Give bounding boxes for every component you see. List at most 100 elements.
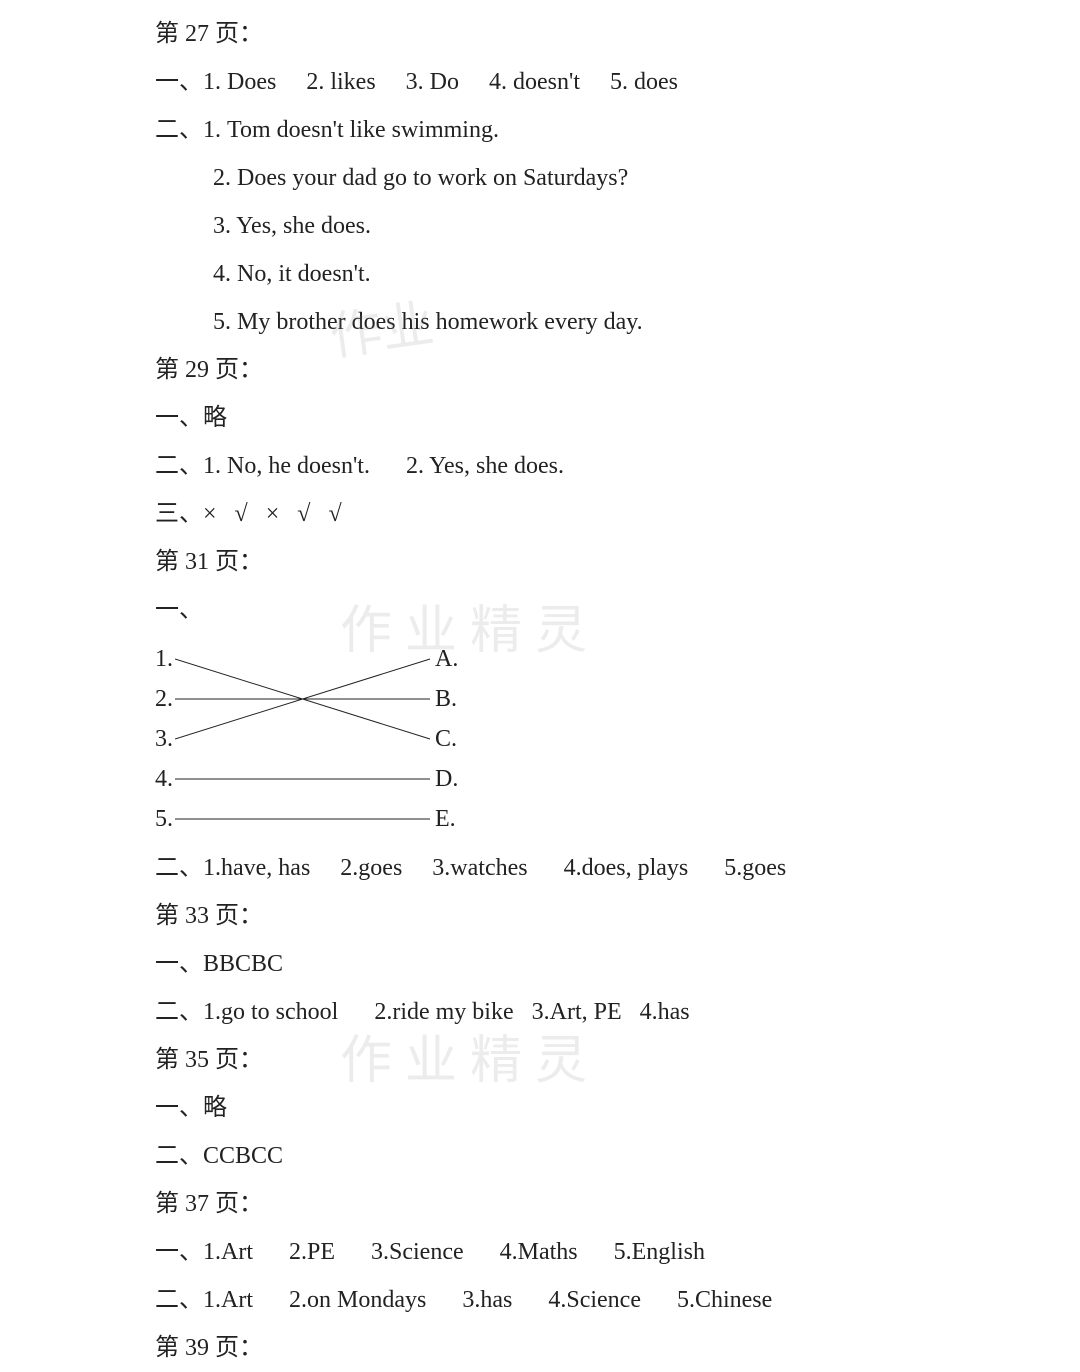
gap [279, 501, 297, 527]
answer-item: 4.has [640, 999, 690, 1025]
answer-item: 2. Yes, she does. [406, 453, 564, 479]
section-line: 一、BBCBC [155, 940, 1080, 988]
answer-item: 2. likes [306, 69, 375, 95]
answer-item: 4.does, plays [564, 855, 689, 881]
section-line: 三、× √ × √ √ [155, 490, 1080, 538]
answer-item: × [203, 501, 217, 527]
answer-item: 1.go to school [203, 999, 338, 1025]
gap [310, 501, 328, 527]
matching-lines-svg [175, 639, 435, 839]
match-left-item: 2. [155, 679, 173, 719]
answer-item: 2.ride my bike [374, 999, 513, 1025]
matching-diagram: 1. 2. 3. 4. 5. A. B. C. D. E. [155, 639, 1080, 839]
section-label: 三、 [155, 501, 203, 527]
match-right-item: E. [435, 799, 458, 839]
answer-item: 4.Maths [500, 1239, 578, 1265]
page-header: 第 33 页： [155, 892, 1080, 940]
answer-item: 4. No, it doesn't. [155, 250, 1080, 298]
answer-item: 1. No, he doesn't. [203, 453, 370, 479]
section-line: 一、1. Does 2. likes 3. Do 4. doesn't 5. d… [155, 58, 1080, 106]
section-label: 二、 [155, 855, 203, 881]
gap [464, 1239, 500, 1265]
section-label: 一、 [155, 1095, 203, 1121]
section-line: 二、CCBCC [155, 1132, 1080, 1180]
gap [512, 1287, 548, 1313]
gap [402, 855, 432, 881]
answer-item: 1. Tom doesn't like swimming. [203, 117, 499, 143]
gap [622, 999, 640, 1025]
section-label: 二、 [155, 117, 203, 143]
answer-item: 5.Chinese [677, 1287, 772, 1313]
gap [688, 855, 724, 881]
page-header: 第 27 页： [155, 10, 1080, 58]
match-right-item: C. [435, 719, 458, 759]
gap [459, 69, 489, 95]
gap [370, 453, 406, 479]
page-header: 第 37 页： [155, 1180, 1080, 1228]
gap [248, 501, 266, 527]
page-header: 第 29 页： [155, 346, 1080, 394]
answer-item: 5.goes [724, 855, 786, 881]
section-label: 二、 [155, 453, 203, 479]
section-label: 一、 [155, 1239, 203, 1265]
section-label: 二、 [155, 999, 203, 1025]
match-right-item: B. [435, 679, 458, 719]
gap [580, 69, 610, 95]
gap [276, 69, 306, 95]
match-right-item: A. [435, 639, 458, 679]
section-label: 一、 [155, 405, 203, 431]
gap [217, 501, 235, 527]
answer-item: 1.have, has [203, 855, 310, 881]
answer-text: 略 [203, 405, 227, 431]
gap [338, 999, 374, 1025]
answer-item: 3. Yes, she does. [155, 202, 1080, 250]
answer-item: 1.Art [203, 1239, 253, 1265]
section-label: 二、 [155, 1287, 203, 1313]
answer-item: √ [297, 501, 310, 527]
answer-item: 2. Does your dad go to work on Saturdays… [155, 154, 1080, 202]
page-header: 第 39 页： [155, 1324, 1080, 1372]
answer-item: 4. doesn't [489, 69, 580, 95]
answer-text: CCBCC [203, 1143, 283, 1169]
section-line: 二、1.go to school 2.ride my bike 3.Art, P… [155, 988, 1080, 1036]
section-line: 一、略 [155, 394, 1080, 442]
gap [641, 1287, 677, 1313]
answer-item: 2.goes [340, 855, 402, 881]
answer-item: 2.PE [289, 1239, 335, 1265]
answer-item: 5. does [610, 69, 678, 95]
answer-item: 5.English [614, 1239, 705, 1265]
section-line: 二、1. No, he doesn't. 2. Yes, she does. [155, 442, 1080, 490]
answer-item: 3.Science [371, 1239, 464, 1265]
answer-item: 1. Does [203, 69, 276, 95]
answer-item: 3. Do [406, 69, 459, 95]
answer-item: 3.has [462, 1287, 512, 1313]
matching-left-column: 1. 2. 3. 4. 5. [155, 639, 173, 839]
gap [528, 855, 564, 881]
section-line: 一、略 [155, 1084, 1080, 1132]
gap [310, 855, 340, 881]
gap [514, 999, 532, 1025]
section-line: 二、1. Tom doesn't like swimming. [155, 106, 1080, 154]
matching-right-column: A. B. C. D. E. [435, 639, 458, 839]
gap [426, 1287, 462, 1313]
section-label: 一、 [155, 69, 203, 95]
section-line: 一、1.Art 2.PE 3.Science 4.Maths 5.English [155, 1228, 1080, 1276]
answer-item: 5. My brother does his homework every da… [155, 298, 1080, 346]
answer-item: √ [328, 501, 341, 527]
section-label: 一、 [155, 951, 203, 977]
gap [253, 1287, 289, 1313]
answer-item: 3.watches [432, 855, 527, 881]
gap [578, 1239, 614, 1265]
section-label: 一、 [155, 586, 1080, 634]
answer-text: BBCBC [203, 951, 283, 977]
answer-item: 2.on Mondays [289, 1287, 426, 1313]
match-left-item: 3. [155, 719, 173, 759]
answer-item: √ [235, 501, 248, 527]
match-left-item: 4. [155, 759, 173, 799]
answer-text: 略 [203, 1095, 227, 1121]
section-line: 二、1.Art 2.on Mondays 3.has 4.Science 5.C… [155, 1276, 1080, 1324]
answer-item: 1.Art [203, 1287, 253, 1313]
match-left-item: 1. [155, 639, 173, 679]
section-label: 二、 [155, 1143, 203, 1169]
match-right-item: D. [435, 759, 458, 799]
